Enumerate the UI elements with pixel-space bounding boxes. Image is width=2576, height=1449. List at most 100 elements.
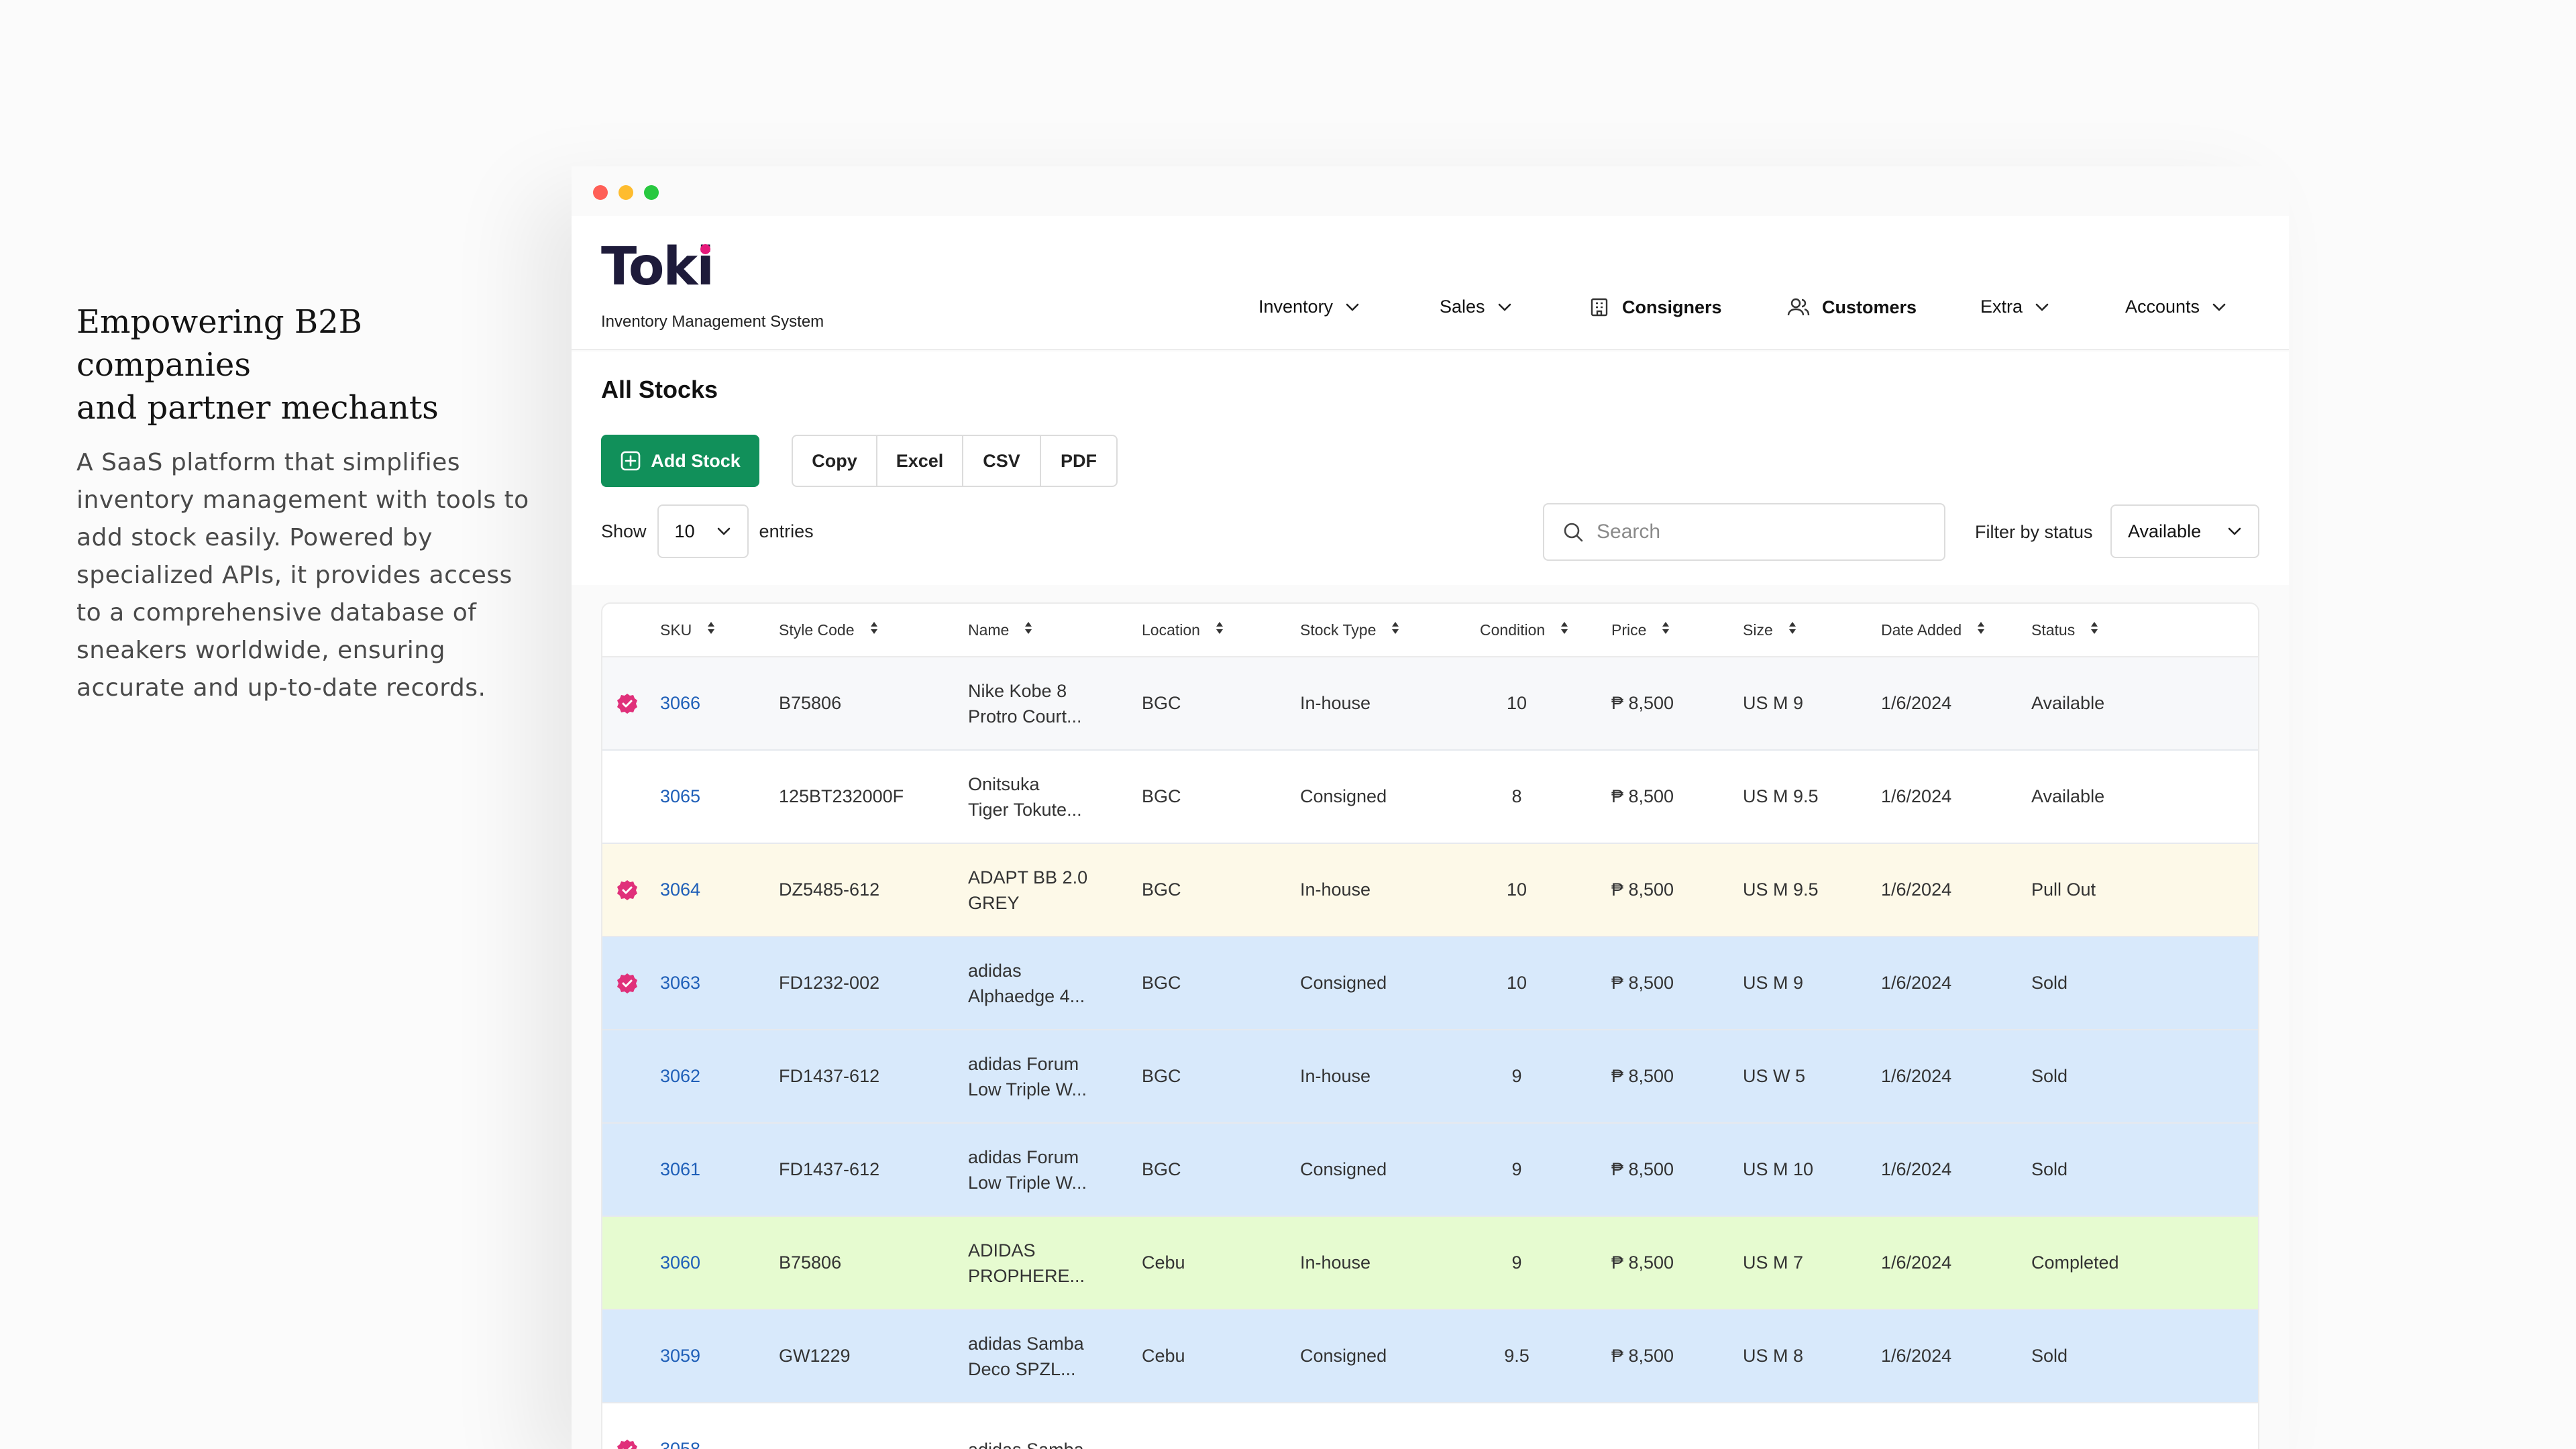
page-title: All Stocks [601,376,718,403]
cell-date [1881,1403,2029,1449]
nav-inventory[interactable]: Inventory [1258,297,1360,317]
cell-sku[interactable]: 3063 [660,973,701,993]
close-window-button[interactable] [593,185,608,200]
logo-accent-dot [700,244,710,254]
table-row[interactable]: 3063 FD1232-002 adidas Alphaedge 4... BGC Con… [602,937,2258,1030]
column-header-date[interactable]: Date Added [1881,604,1986,656]
cell-type: In-house [1300,693,1371,713]
cell-style: B75806 [779,1252,842,1273]
cell-name: ADIDAS PROPHERE... [968,1240,1085,1286]
verified-badge-icon [616,844,639,936]
cell-size: US M 9.5 [1743,786,1819,806]
cell-price: ₱ 8,500 [1611,973,1674,993]
table-area: SKU Style Code Name Location Stock Type Condi… [572,585,2289,1449]
logo-text: Toki [601,237,714,297]
nav-inventory-label: Inventory [1258,297,1334,317]
cell-type: Consigned [1300,1159,1387,1179]
cell-price: ₱ 8,500 [1611,693,1674,713]
column-header-style[interactable]: Style Code [779,604,879,656]
nav-extra[interactable]: Extra [1980,297,2049,317]
status-filter-select[interactable]: Available [2110,504,2259,558]
cell-price: ₱ 8,500 [1611,879,1674,900]
cell-date: 1/6/2024 [1881,693,1952,713]
building-icon [1591,298,1608,317]
nav-customers-label: Customers [1822,297,1917,317]
cell-name: Nike Kobe 8 Protro Court... [968,680,1082,727]
cell-date: 1/6/2024 [1881,1159,1952,1179]
table-row[interactable]: 3066 B75806 Nike Kobe 8 Protro Court... BGC I… [602,657,2258,751]
cell-sku[interactable]: 3064 [660,879,701,900]
column-header-label: Status [2031,621,2076,639]
column-header-type[interactable]: Stock Type [1300,604,1400,656]
cell-name: adidas Forum Low Triple W... [968,1053,1087,1099]
cell-size: US M 9 [1743,973,1804,993]
cell-sku[interactable]: 3062 [660,1066,701,1086]
table-row[interactable]: 3062 FD1437-612 adidas Forum Low Triple W..… [602,1030,2258,1124]
cell-type: Consigned [1300,1346,1387,1366]
app-header: Toki Inventory Management System Invento… [572,216,2289,350]
cell-status: Sold [2031,1066,2068,1086]
column-header-sku[interactable]: SKU [660,604,716,656]
entries-value: 10 [674,521,695,541]
pdf-button[interactable]: PDF [1061,450,1097,471]
cell-price [1611,1403,1719,1449]
cell-location: BGC [1142,973,1181,993]
column-header-label: Stock Type [1300,621,1377,639]
nav-sales[interactable]: Sales [1440,297,1512,317]
nav-extra-label: Extra [1980,297,2023,317]
cell-style: FD1437-612 [779,1066,880,1086]
table-row[interactable]: 3064 DZ5485-612 ADAPT BB 2.0 GREY BGC In-hous… [602,844,2258,937]
cell-sku[interactable]: 3058 [660,1439,701,1449]
main-content: All Stocks Add Stock Copy Excel CSV PDF … [572,352,2289,1449]
nav-customers[interactable]: Customers [1787,297,1917,318]
copy-button[interactable]: Copy [793,436,877,486]
excel-button[interactable]: Excel [877,436,963,486]
cell-status: Available [2031,693,2105,713]
cell-status: Available [2031,786,2105,806]
table-row[interactable]: 3059 GW1229 adidas Samba Deco SPZL... Cebu Co… [602,1310,2258,1403]
cell-style: GW1229 [779,1346,851,1366]
minimize-window-button[interactable] [619,185,633,200]
search-input[interactable]: Search [1543,503,1945,561]
column-header-label: Location [1142,621,1200,639]
cell-sku[interactable]: 3066 [660,693,701,713]
table-row[interactable]: 3058 adidas Samba [602,1403,2258,1449]
cell-price: ₱ 8,500 [1611,786,1674,806]
cell-name: ADAPT BB 2.0 GREY [968,867,1088,913]
add-stock-button[interactable]: Add Stock [601,435,759,487]
toki-logo[interactable]: Toki [601,237,714,297]
cell-date: 1/6/2024 [1881,1066,1952,1086]
sort-icon [706,621,716,639]
cell-sku[interactable]: 3059 [660,1346,701,1366]
promo-heading: Empowering B2B companies and partner mec… [76,301,533,429]
cell-type: In-house [1300,1066,1371,1086]
column-header-label: Date Added [1881,621,1962,639]
csv-button[interactable]: CSV [963,436,1041,486]
column-header-location[interactable]: Location [1142,604,1224,656]
cell-sku[interactable]: 3065 [660,786,701,806]
table-row[interactable]: 3065 125BT232000F Onitsuka Tiger Tokute... B… [602,751,2258,844]
column-header-condition[interactable]: Condition [1480,604,1569,656]
cell-sku[interactable]: 3061 [660,1159,701,1179]
status-filter-value: Available [2128,521,2202,541]
cell-status: Sold [2031,973,2068,993]
column-header-status[interactable]: Status [2031,604,2099,656]
sort-icon [2090,621,2099,639]
chevron-down-icon [2035,303,2049,311]
sort-icon [1661,621,1670,639]
cell-location: BGC [1142,1066,1181,1086]
table-row[interactable]: 3060 B75806 ADIDAS PROPHERE... Cebu In-house 9… [602,1217,2258,1310]
cell-type: In-house [1300,1252,1371,1273]
column-header-size[interactable]: Size [1743,604,1797,656]
entries-select[interactable]: 10 [657,504,749,558]
maximize-window-button[interactable] [644,185,659,200]
cell-size: US M 9 [1743,693,1804,713]
nav-accounts[interactable]: Accounts [2125,297,2226,317]
column-header-name[interactable]: Name [968,604,1033,656]
table-row[interactable]: 3061 FD1437-612 adidas Forum Low Triple W..… [602,1124,2258,1217]
column-header-price[interactable]: Price [1611,604,1670,656]
plus-square-icon [621,451,641,471]
cell-sku[interactable]: 3060 [660,1252,701,1273]
add-stock-label: Add Stock [651,450,741,471]
nav-consigners[interactable]: Consigners [1589,297,1722,318]
